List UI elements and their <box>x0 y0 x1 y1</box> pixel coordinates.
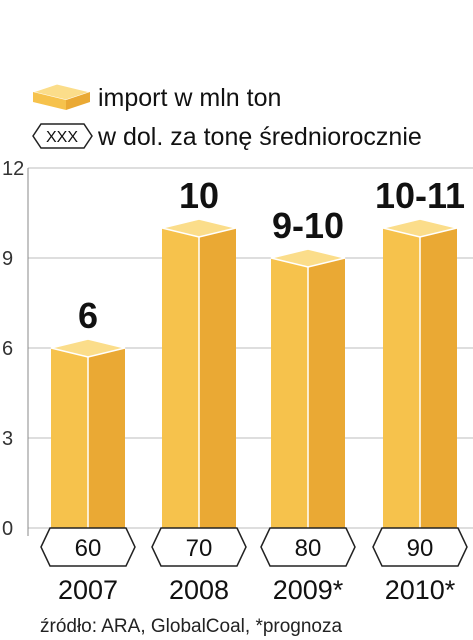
bar <box>382 218 458 528</box>
bar-top <box>382 218 458 238</box>
y-tick-label: 12 <box>2 158 24 180</box>
x-axis: 2007 2008 2009* 2010* <box>58 575 456 605</box>
price-badge: 80 <box>260 527 356 567</box>
bar-top <box>50 338 126 358</box>
price-badge-shape <box>372 527 468 567</box>
x-tick-label: 2010* <box>385 575 456 605</box>
legend-price-label: w dol. za tonę średniorocznie <box>97 123 422 151</box>
bar-face-right <box>88 348 125 528</box>
bar <box>50 338 126 528</box>
value-label: 10-11 <box>375 175 465 216</box>
x-tick-label: 2009* <box>273 575 344 605</box>
bar-top <box>161 218 237 238</box>
bar-face-right <box>420 228 457 528</box>
bar <box>161 218 237 528</box>
value-labels: 6 10 9-10 10-11 <box>78 175 465 336</box>
y-tick-label: 3 <box>2 428 13 450</box>
bar-face-right <box>308 258 345 528</box>
price-badge: 60 <box>40 527 136 567</box>
price-badge: 70 <box>151 527 247 567</box>
legend-bar-icon <box>31 83 92 110</box>
y-tick-label: 6 <box>2 338 13 360</box>
y-tick-label: 0 <box>2 518 13 540</box>
bar-face-left <box>383 228 420 528</box>
y-tick-label: 9 <box>2 248 13 270</box>
price-badges: 60 70 80 90 <box>40 527 468 567</box>
legend: import w mln ton XXX w dol. za tonę śred… <box>31 83 422 151</box>
price-badge-shape <box>151 527 247 567</box>
bar-top <box>270 248 346 268</box>
value-label: 10 <box>179 175 219 216</box>
price-badge-shape <box>260 527 356 567</box>
x-tick-label: 2008 <box>169 575 229 605</box>
source-footer: źródło: ARA, GlobalCoal, *prognoza <box>40 616 342 637</box>
legend-import-label: import w mln ton <box>98 84 281 112</box>
bar-face-right <box>199 228 236 528</box>
bar-face-left <box>271 258 308 528</box>
price-badge-shape <box>40 527 136 567</box>
price-label: 70 <box>186 535 213 562</box>
legend-price-symbol: XXX <box>46 129 78 146</box>
legend-price-badge: XXX <box>32 123 93 149</box>
price-label: 80 <box>295 535 322 562</box>
x-tick-label: 2007 <box>58 575 118 605</box>
price-label: 60 <box>75 535 102 562</box>
price-badge: 90 <box>372 527 468 567</box>
bar <box>270 248 346 528</box>
price-label: 90 <box>407 535 434 562</box>
value-label: 6 <box>78 295 98 336</box>
bar-face-left <box>51 348 88 528</box>
bar-face-left <box>162 228 199 528</box>
y-axis: 0 3 6 9 12 <box>2 158 29 540</box>
bars <box>50 218 458 528</box>
value-label: 9-10 <box>272 205 344 246</box>
